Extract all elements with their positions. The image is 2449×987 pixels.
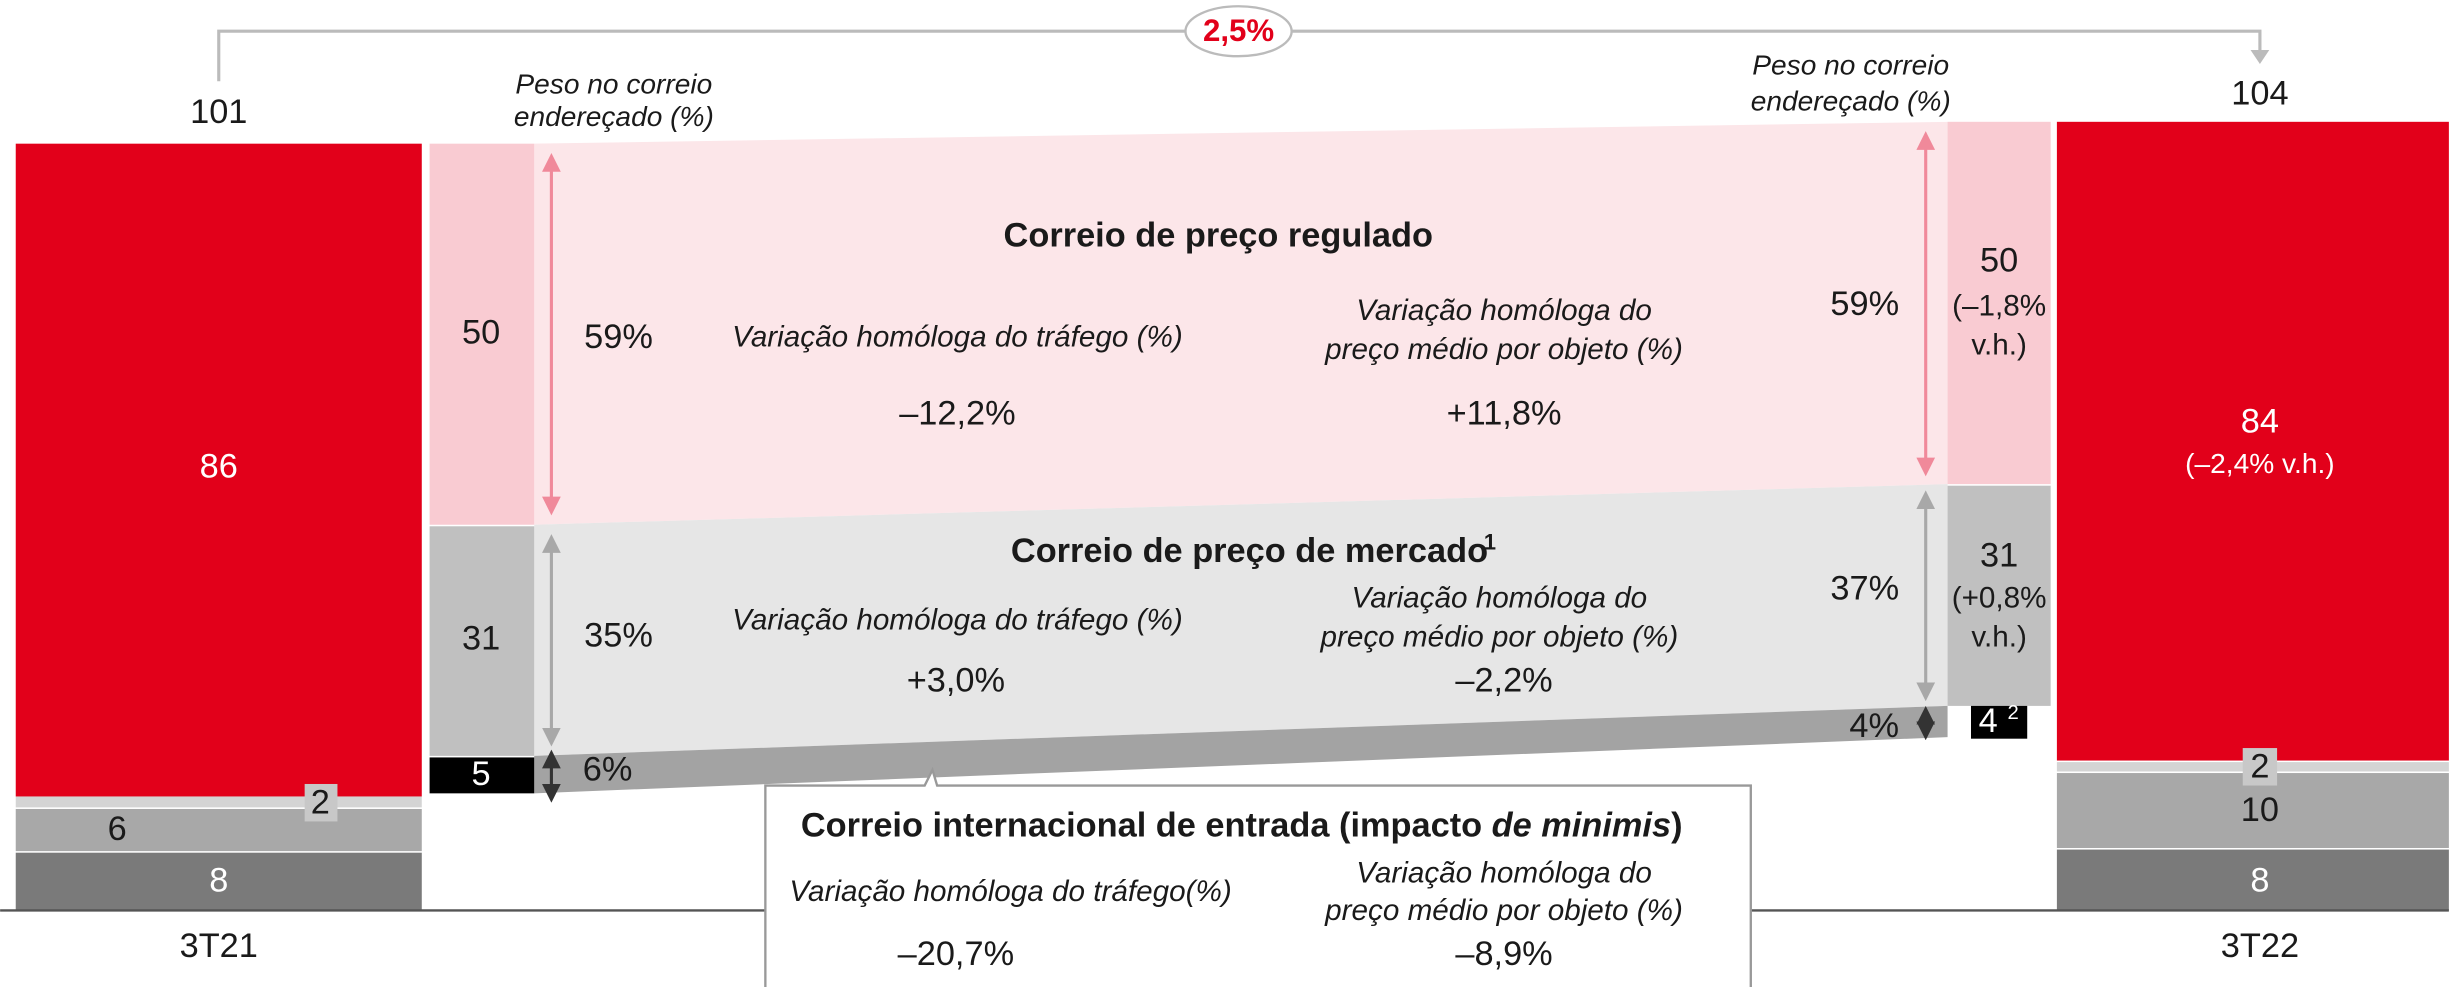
bar-segment <box>1947 121 2051 485</box>
metric-label: Variação homóloga do <box>1356 294 1652 327</box>
value: 2 <box>311 783 330 821</box>
value: 31 <box>462 619 500 657</box>
value: 2 <box>2250 747 2269 785</box>
value: 84 <box>2241 402 2279 440</box>
bar-segment <box>2056 121 2449 761</box>
value: 10 <box>2241 791 2279 829</box>
value: 5 <box>472 755 491 793</box>
value: (+0,8% <box>1952 582 2047 615</box>
metric-value: –20,7% <box>898 935 1014 973</box>
metric-value: –12,2% <box>899 394 1015 432</box>
share: 6% <box>583 751 633 789</box>
footnote: 2 <box>2008 702 2019 724</box>
share: 35% <box>584 616 653 654</box>
value: 31 <box>1980 537 2018 575</box>
bar-segment <box>429 526 535 756</box>
metric-label: Variação homóloga do <box>1356 856 1652 889</box>
value: 8 <box>209 861 228 899</box>
title-part: de minimis <box>1492 807 1671 845</box>
callout-box <box>764 766 1752 987</box>
bar-segment <box>429 757 535 794</box>
metric-label: Variação homóloga do tráfego (%) <box>732 603 1183 636</box>
band-inbound <box>534 705 1948 794</box>
share: 59% <box>584 318 653 356</box>
header: endereçado (%) <box>1751 85 1951 116</box>
metric-value: –2,2% <box>1455 662 1552 700</box>
bar-segment <box>1947 485 2051 706</box>
metric-label: preço médio por objeto (%) <box>1324 894 1683 927</box>
section-title: Correio de preço regulado <box>1004 216 1433 254</box>
metric-value: +11,8% <box>1447 394 1562 432</box>
band-regulated <box>534 121 1948 525</box>
metric-label: preço médio por objeto (%) <box>1320 621 1679 654</box>
header: Peso no correio <box>515 68 712 99</box>
bar-segment <box>15 796 422 808</box>
band-market <box>534 484 1948 756</box>
metric-label: Variação homóloga do tráfego (%) <box>732 321 1183 354</box>
value: 50 <box>462 313 500 351</box>
metric-label: Variação homóloga do tráfego(%) <box>789 875 1231 908</box>
header: Peso no correio <box>1752 50 1949 81</box>
bar-segment <box>2056 849 2449 911</box>
label-box <box>304 783 338 822</box>
bar-segment <box>15 852 422 911</box>
share: 37% <box>1830 569 1899 607</box>
value: (–1,8% <box>1952 290 2046 323</box>
section-title: Correio de preço de mercado <box>1011 532 1488 570</box>
label-box <box>2242 748 2278 786</box>
footnote: 1 <box>1484 529 1496 554</box>
total: 101 <box>190 93 247 131</box>
value: 6 <box>108 810 127 848</box>
share: 59% <box>1830 285 1899 323</box>
metric-label: Variação homóloga do <box>1352 582 1648 615</box>
total: 104 <box>2231 74 2288 112</box>
title-part: ) <box>1671 807 1682 845</box>
growth: 2,5% <box>1203 13 1274 48</box>
value: 8 <box>2250 861 2269 899</box>
bar-segment <box>1970 705 2028 739</box>
value: v.h.) <box>1971 329 2026 362</box>
metric-value: +3,0% <box>907 662 1005 700</box>
bracket-arrow <box>2250 49 2270 65</box>
bar-segment <box>15 808 422 852</box>
value: 50 <box>1980 241 2018 279</box>
growth-oval <box>1184 5 1293 58</box>
share: 4% <box>1849 707 1899 745</box>
period-label: 3T21 <box>180 927 258 965</box>
period-label: 3T22 <box>2221 927 2299 965</box>
value: 4 <box>1979 702 1998 740</box>
header: endereçado (%) <box>514 101 714 132</box>
title-part: Correio internacional de entrada (impact… <box>801 807 1492 845</box>
metric-value: –8,9% <box>1455 935 1552 973</box>
value: v.h.) <box>1971 621 2026 654</box>
bar-segment <box>429 143 535 525</box>
bar-segment <box>15 143 422 797</box>
value: 86 <box>200 448 238 486</box>
value: (–2,4% v.h.) <box>2185 448 2334 479</box>
section-title: Correio internacional de entrada (impact… <box>801 807 1683 845</box>
metric-label: preço médio por objeto (%) <box>1324 333 1683 366</box>
